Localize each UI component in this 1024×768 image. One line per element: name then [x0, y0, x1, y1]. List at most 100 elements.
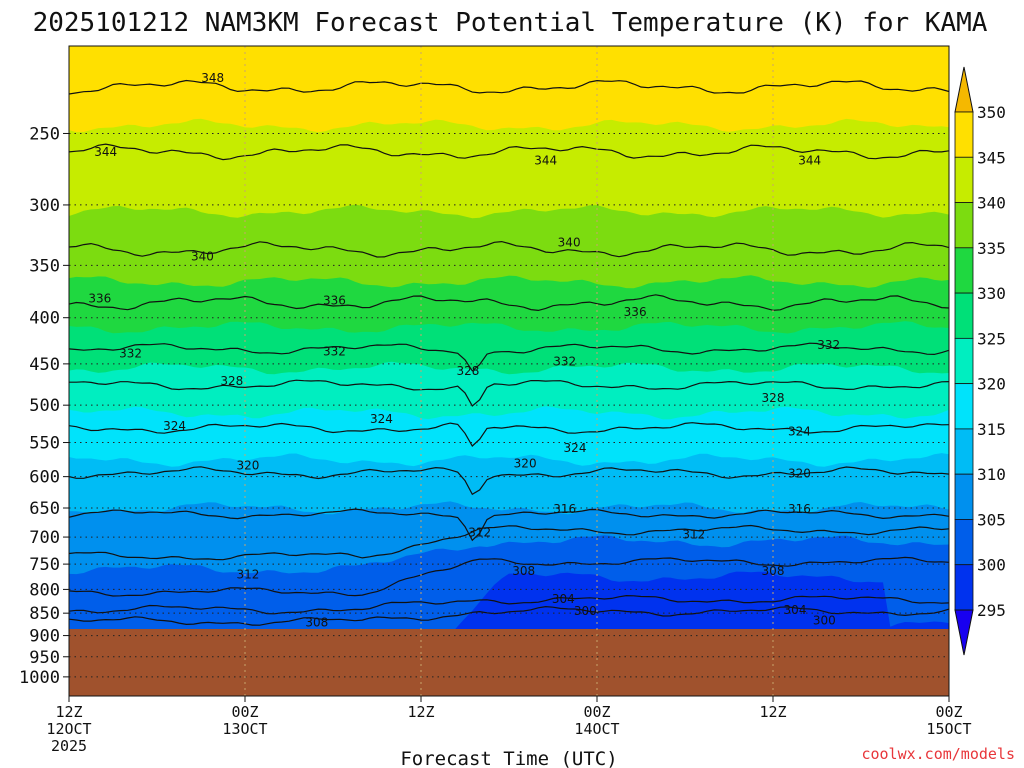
contour-label: 328	[456, 364, 479, 378]
x-tick-label: 13OCT	[222, 720, 267, 738]
y-tick-label: 450	[29, 355, 60, 375]
x-tick-label: 14OCT	[574, 720, 619, 738]
y-tick-label: 800	[29, 580, 60, 600]
contour-label: 320	[788, 466, 811, 480]
contour-label: 332	[553, 354, 576, 368]
contour-304	[69, 594, 949, 615]
contour-label: 348	[201, 71, 224, 85]
x-tick-label: 12Z	[407, 703, 434, 721]
contour-label: 324	[370, 412, 393, 426]
colorbar-label: 325	[977, 329, 1006, 348]
contour-label: 328	[220, 374, 243, 388]
credit-text: coolwx.com/models	[861, 745, 1015, 763]
contour-label: 332	[119, 346, 142, 360]
y-tick-label: 500	[29, 396, 60, 416]
y-tick-label: 850	[29, 604, 60, 624]
colorbar-swatch	[954, 473, 974, 520]
contour-label: 336	[323, 294, 346, 308]
contour-316	[69, 508, 949, 542]
contour-312	[69, 524, 949, 561]
colorbar-label: 305	[977, 510, 1006, 529]
contour-labels: 348 344 344 344 340 340 336 336 336 332 332 332 332 3…	[88, 71, 840, 629]
contour-label: 344	[534, 154, 557, 168]
colorbar-label: 335	[977, 239, 1006, 258]
contour-label: 320	[236, 458, 259, 472]
contour-label: 300	[813, 613, 836, 627]
colorbar-label: 300	[977, 556, 1006, 575]
contour-label: 320	[514, 456, 537, 470]
contour-label: 308	[305, 615, 328, 629]
contour-348	[69, 79, 949, 95]
y-tick-label: 900	[29, 627, 60, 647]
x-tick-label: 12Z	[759, 703, 786, 721]
contour-344	[69, 143, 949, 161]
contour-label: 328	[762, 391, 785, 405]
contour-324	[69, 422, 949, 447]
colorbar-label: 295	[977, 601, 1006, 620]
contour-340	[69, 240, 949, 258]
colorbar-label: 340	[977, 194, 1006, 213]
colorbar-max-arrow	[954, 66, 974, 113]
y-tick-label: 600	[29, 468, 60, 488]
contour-label: 340	[558, 235, 581, 249]
temperature-bands	[69, 46, 949, 696]
y-axis-ticks: 250 300 350 400 450 500 550 600 650 700 750 800 850 9…	[19, 124, 69, 688]
x-tick-label: 00Z	[935, 703, 962, 721]
colorbar-min-arrow	[954, 609, 974, 656]
contour-label: 312	[468, 526, 491, 540]
contour-lines	[69, 79, 949, 626]
colorbar-swatch	[954, 292, 974, 339]
contour-label: 316	[553, 502, 576, 516]
x-tick-label: 12OCT	[46, 720, 91, 738]
colorbar-label: 320	[977, 375, 1006, 394]
y-tick-label: 750	[29, 555, 60, 575]
ground-surface	[69, 628, 949, 696]
colorbar-swatch	[954, 202, 974, 249]
y-tick-label: 350	[29, 256, 60, 276]
contour-label: 312	[236, 567, 259, 581]
colorbar-swatch	[954, 111, 974, 158]
contour-label: 340	[191, 249, 214, 263]
contour-label: 316	[788, 502, 811, 516]
contour-label: 312	[682, 527, 705, 541]
contour-label: 324	[564, 441, 587, 455]
y-tick-label: 300	[29, 196, 60, 216]
contour-332	[69, 342, 949, 372]
contour-label: 336	[88, 292, 111, 306]
y-tick-label: 950	[29, 648, 60, 668]
contour-label: 304	[552, 592, 575, 606]
x-tick-label: 00Z	[231, 703, 258, 721]
colorbar-swatch	[954, 428, 974, 475]
colorbar-swatch	[954, 156, 974, 203]
band-345-350	[69, 46, 949, 93]
y-tick-label: 1000	[19, 668, 60, 688]
y-tick-label: 650	[29, 499, 60, 519]
y-tick-label: 400	[29, 309, 60, 329]
chart-title: 2025101212 NAM3KM Forecast Potential Tem…	[33, 8, 988, 38]
colorbar-label: 350	[977, 103, 1006, 122]
colorbar-swatch	[954, 519, 974, 566]
y-tick-label: 550	[29, 434, 60, 454]
contour-label: 308	[762, 564, 785, 578]
colorbar: 350 345 340 335 330 325 320 315 310 305 300 295	[954, 66, 1006, 656]
contour-336	[69, 294, 949, 312]
x-tick-label: 15OCT	[926, 720, 971, 738]
colorbar-swatch	[954, 337, 974, 385]
colorbar-label: 310	[977, 465, 1006, 484]
x-axis-label: Forecast Time (UTC)	[400, 748, 617, 768]
contour-320	[69, 466, 949, 496]
colorbar-label: 330	[977, 284, 1006, 303]
colorbar-swatch	[954, 383, 974, 430]
contour-label: 332	[323, 344, 346, 358]
contour-label: 344	[94, 145, 117, 159]
contour-300	[69, 605, 949, 626]
contour-label: 304	[784, 603, 807, 617]
contour-label: 336	[624, 305, 647, 319]
contour-label: 324	[163, 419, 186, 433]
contour-label: 344	[798, 154, 821, 168]
y-tick-label: 700	[29, 528, 60, 548]
x-tick-label: 00Z	[583, 703, 610, 721]
grid-lines	[68, 46, 950, 696]
colorbar-label: 315	[977, 420, 1006, 439]
